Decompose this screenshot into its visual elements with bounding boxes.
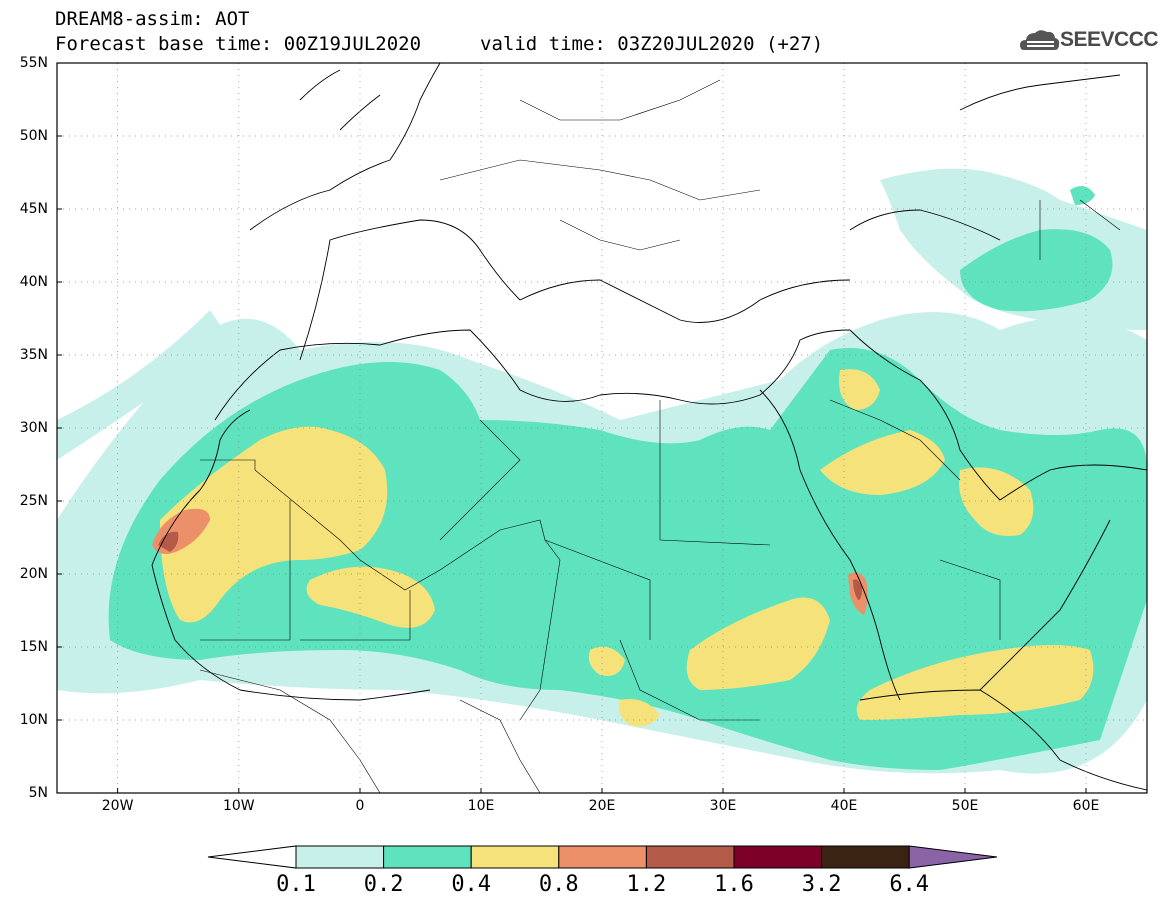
colorbar-label: 0.8 bbox=[538, 872, 579, 897]
forecast-base-time: Forecast base time: 00Z19JUL2020 bbox=[55, 33, 422, 55]
lat-label: 55N bbox=[19, 55, 48, 71]
coastlines bbox=[151, 63, 1147, 791]
lat-label: 25N bbox=[19, 493, 48, 509]
lat-label: 35N bbox=[19, 347, 48, 363]
colorbar-label: 1.6 bbox=[714, 872, 754, 897]
colorbar-label: 0.4 bbox=[451, 872, 492, 897]
lat-label: 20N bbox=[19, 566, 48, 582]
cloud-logo-icon bbox=[1020, 30, 1060, 50]
lat-label: 15N bbox=[19, 639, 48, 655]
lon-label: 0 bbox=[355, 798, 365, 814]
colorbar-label: 3.2 bbox=[801, 872, 842, 897]
lat-label: 50N bbox=[19, 128, 48, 144]
lon-label: 60E bbox=[1072, 798, 1100, 814]
colorbar-high-arrow bbox=[908, 845, 998, 869]
colorbar bbox=[207, 845, 998, 869]
colorbar-low-arrow bbox=[207, 845, 297, 869]
lat-label: 30N bbox=[19, 420, 48, 436]
colorbar-swatch-3.2 bbox=[821, 845, 910, 869]
colorbar-swatch-0.4 bbox=[470, 845, 560, 869]
colorbar-label: 6.4 bbox=[889, 872, 930, 897]
aot-band-0.4 bbox=[160, 369, 1094, 727]
lat-label: 45N bbox=[19, 201, 48, 217]
axis-ticks bbox=[57, 62, 1087, 793]
lat-label: 5N bbox=[28, 785, 48, 801]
lon-label: 50E bbox=[951, 798, 979, 814]
colorbar-swatch-0.8 bbox=[558, 845, 647, 869]
colorbar-swatch-0.2 bbox=[383, 845, 472, 869]
lon-label: 20W bbox=[101, 798, 134, 814]
lon-label: 10W bbox=[222, 798, 255, 814]
aot-band-1.2 bbox=[158, 531, 862, 600]
logo-text: SEEVCCC bbox=[1060, 28, 1159, 51]
valid-time: valid time: 03Z20JUL2020 (+27) bbox=[480, 33, 824, 55]
colorbar-swatch-0.1 bbox=[295, 845, 385, 869]
lon-label: 30E bbox=[709, 798, 737, 814]
lon-label: 10E bbox=[467, 798, 495, 814]
lat-label: 10N bbox=[19, 712, 48, 728]
map-title: DREAM8-assim: AOT bbox=[55, 8, 250, 30]
lon-label: 40E bbox=[830, 798, 858, 814]
colorbar-label: 0.2 bbox=[363, 872, 404, 897]
colorbar-swatch-1.2 bbox=[645, 845, 735, 869]
colorbar-label: 0.1 bbox=[276, 872, 316, 897]
colorbar-swatch-1.6 bbox=[733, 845, 823, 869]
lat-label: 40N bbox=[19, 274, 48, 290]
colorbar-label: 1.2 bbox=[626, 872, 667, 897]
lon-label: 20E bbox=[588, 798, 616, 814]
country-borders bbox=[199, 79, 1121, 793]
